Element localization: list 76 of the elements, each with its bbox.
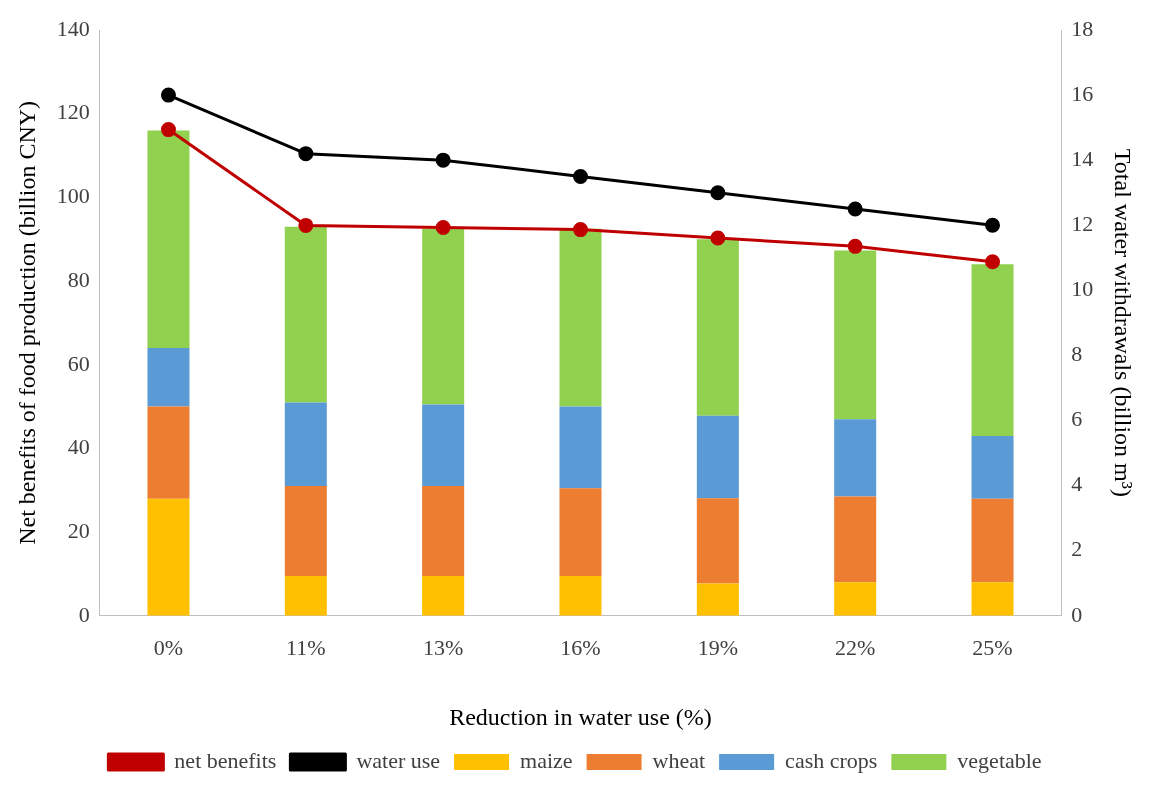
point <box>573 168 588 184</box>
point <box>847 201 863 217</box>
x-tick-label: 0% <box>153 634 184 660</box>
bar <box>971 435 1014 499</box>
bar <box>559 406 602 489</box>
point <box>160 122 176 138</box>
point <box>573 222 588 238</box>
point <box>160 87 176 103</box>
bar <box>147 348 190 407</box>
bar <box>147 406 190 499</box>
point <box>847 238 863 254</box>
point <box>985 217 1001 233</box>
y2-tick-label: 16 <box>1071 80 1094 106</box>
y2-tick-label: 4 <box>1071 471 1083 497</box>
legend-label: water use <box>356 747 441 773</box>
y2-tick-label: 8 <box>1071 341 1083 367</box>
point <box>298 146 314 162</box>
y2-tick-label: 12 <box>1071 211 1094 237</box>
bar <box>971 264 1014 436</box>
x-axis-title: Reduction in water use (%) <box>449 703 712 730</box>
point <box>435 220 451 235</box>
legend-label: maize <box>520 747 573 773</box>
x-tick-label: 25% <box>972 634 1013 660</box>
bar <box>696 415 739 499</box>
bar <box>284 226 327 403</box>
point <box>710 185 726 201</box>
y-tick-label: 100 <box>56 183 90 209</box>
y-tick-label: 120 <box>56 99 90 125</box>
bar <box>422 486 465 577</box>
y2-tick-label: 6 <box>1071 406 1083 432</box>
y2-tick-label: 14 <box>1071 145 1094 171</box>
y-tick-label: 80 <box>67 266 90 292</box>
point <box>435 152 451 168</box>
y2-tick-label: 0 <box>1071 601 1083 627</box>
bar <box>284 576 327 616</box>
point <box>985 254 1001 270</box>
legend-label: cash crops <box>785 747 878 773</box>
y-axis-title: Net benefits of food production (billion CNY) <box>13 100 40 545</box>
bar <box>834 250 877 420</box>
y-tick-label: 20 <box>67 517 90 543</box>
x-tick-label: 11% <box>286 634 326 660</box>
y2-tick-label: 2 <box>1071 536 1083 562</box>
bar <box>559 228 602 407</box>
point <box>710 230 726 246</box>
y-tick-label: 60 <box>67 350 90 376</box>
y2-axis-title: Total water withdrawals (billion m³) <box>1110 148 1137 497</box>
bar <box>834 496 877 583</box>
bar <box>559 576 602 616</box>
bar <box>971 498 1014 583</box>
legend-label: vegetable <box>957 747 1042 773</box>
bar <box>696 583 739 616</box>
bar <box>971 582 1014 616</box>
point <box>298 217 314 233</box>
bar <box>696 239 739 416</box>
y-tick-label: 0 <box>78 601 90 627</box>
x-tick-label: 22% <box>835 634 876 660</box>
y-tick-label: 40 <box>67 434 90 460</box>
y-tick-label: 140 <box>56 15 90 41</box>
legend-label: wheat <box>652 747 706 773</box>
bar <box>284 402 327 487</box>
x-tick-label: 13% <box>422 634 464 660</box>
y2-tick-label: 10 <box>1071 276 1094 302</box>
bar <box>696 498 739 584</box>
bar <box>559 488 602 577</box>
bar <box>147 130 190 349</box>
bar <box>422 228 465 405</box>
x-tick-label: 19% <box>697 634 739 660</box>
y2-tick-label: 18 <box>1071 15 1094 41</box>
bar <box>284 486 327 577</box>
legend-label: net benefits <box>174 747 277 773</box>
x-tick-label: 16% <box>560 634 601 660</box>
bar <box>834 582 877 616</box>
bar <box>422 404 465 487</box>
bar <box>147 498 190 616</box>
bar <box>422 576 465 616</box>
bar <box>834 419 877 497</box>
